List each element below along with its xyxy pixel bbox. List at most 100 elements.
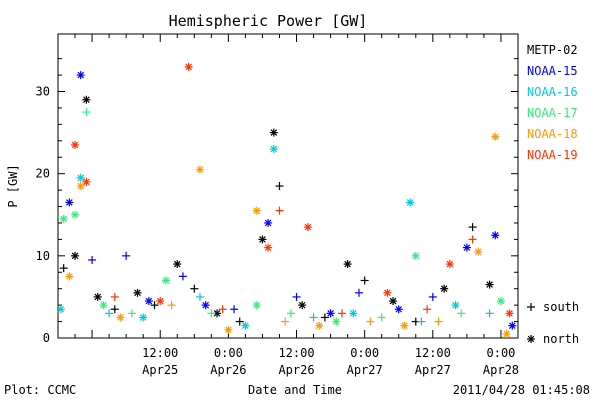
data-point [82,177,91,186]
data-point [434,317,443,326]
marker-stroke [440,285,448,293]
data-point [178,272,187,281]
x-tick-label-time: 12:00 [278,346,314,360]
marker-stroke [134,289,141,297]
marker-stroke [77,182,85,190]
footer-timestamp: 2011/04/28 01:45:08 [453,383,590,397]
chart-title: Hemispheric Power [GW] [169,12,368,30]
marker-stroke [77,71,85,79]
data-point [496,297,505,306]
data-point [445,260,454,269]
marker-stroke [196,166,204,173]
data-point [167,301,176,310]
data-point [93,292,102,301]
x-tick-label-time: 0:00 [487,346,516,360]
legend: METP-02 NOAA-15 NOAA-16 NOAA-17 NOAA-18 NOAA-… [527,43,578,162]
data-point [59,214,68,223]
data-point [286,309,295,318]
data-point [457,309,466,318]
marker-stroke [270,145,278,153]
x-tick-label-time: 0:00 [214,346,243,360]
data-point [224,325,233,334]
marker-stroke [315,322,323,329]
x-tick-label-day: Apr25 [142,363,178,377]
data-point [65,272,74,281]
data-point [451,301,460,310]
data-point [264,218,273,227]
x-tick-label-day: Apr27 [415,363,451,377]
x-axis-label: Date and Time [248,383,342,397]
data-point [383,288,392,297]
data-point [252,301,261,310]
legend-entry: NOAA-16 [527,85,578,99]
marker-stroke [401,322,408,329]
data-point [394,305,403,314]
data-point [88,255,97,264]
data-point [230,305,239,314]
data-point [139,313,148,322]
marker-stroke [344,260,351,268]
data-point [76,71,85,80]
data-point [508,321,517,330]
marker-stroke [202,301,209,309]
data-point [349,309,358,318]
marker-stroke [452,301,459,309]
marker-stroke [253,301,261,309]
data-point [252,206,261,215]
data-point [76,173,85,182]
data-point [235,317,244,326]
data-point [411,251,420,260]
marker-stroke [474,248,482,256]
data-point [468,223,477,232]
marker-stroke [389,297,397,305]
marker-stroke [225,326,232,334]
data-point [269,145,278,154]
marker-stroke [242,322,249,329]
marker-key-symbol [527,335,535,343]
marker-stroke [100,301,107,309]
data-point [298,301,307,310]
data-point [275,182,284,190]
marker-stroke [60,215,67,223]
data-point [110,305,119,314]
x-tick-label-day: Apr28 [483,363,519,377]
data-point [491,132,500,141]
marker-stroke [395,305,403,313]
x-tick-label-time: 12:00 [415,346,451,360]
marker-stroke [57,305,65,313]
data-point [343,260,352,269]
data-point [190,284,199,293]
marker-stroke [66,273,73,280]
footer-credit: Plot: CCMC [4,383,76,397]
marker-stroke [94,293,102,301]
data-point [406,198,415,207]
data-point [76,182,85,190]
y-axis-ticks: 0 10 20 30 [36,58,518,345]
data-point [485,280,494,289]
data-point [71,251,80,260]
marker-stroke [162,277,170,284]
marker-stroke [509,322,516,329]
data-point [105,309,114,318]
marker-stroke [412,252,420,260]
data-point [400,321,409,330]
marker-stroke [350,310,357,317]
marker-stroke [66,199,73,206]
marker-stroke [491,231,499,239]
data-point [161,276,170,285]
data-point [56,305,65,314]
marker-stroke [77,174,85,182]
marker-key-label: south [543,300,579,314]
data-point [59,264,68,273]
marker-stroke [264,244,272,251]
marker-stroke [270,129,278,136]
data-point [258,235,267,244]
data-point [281,317,290,326]
data-point [65,198,74,207]
data-point [264,243,273,252]
legend-entry: NOAA-15 [527,64,578,78]
data-point [428,292,437,301]
data-point [173,260,182,269]
data-point [337,309,346,318]
data-point [320,313,329,322]
